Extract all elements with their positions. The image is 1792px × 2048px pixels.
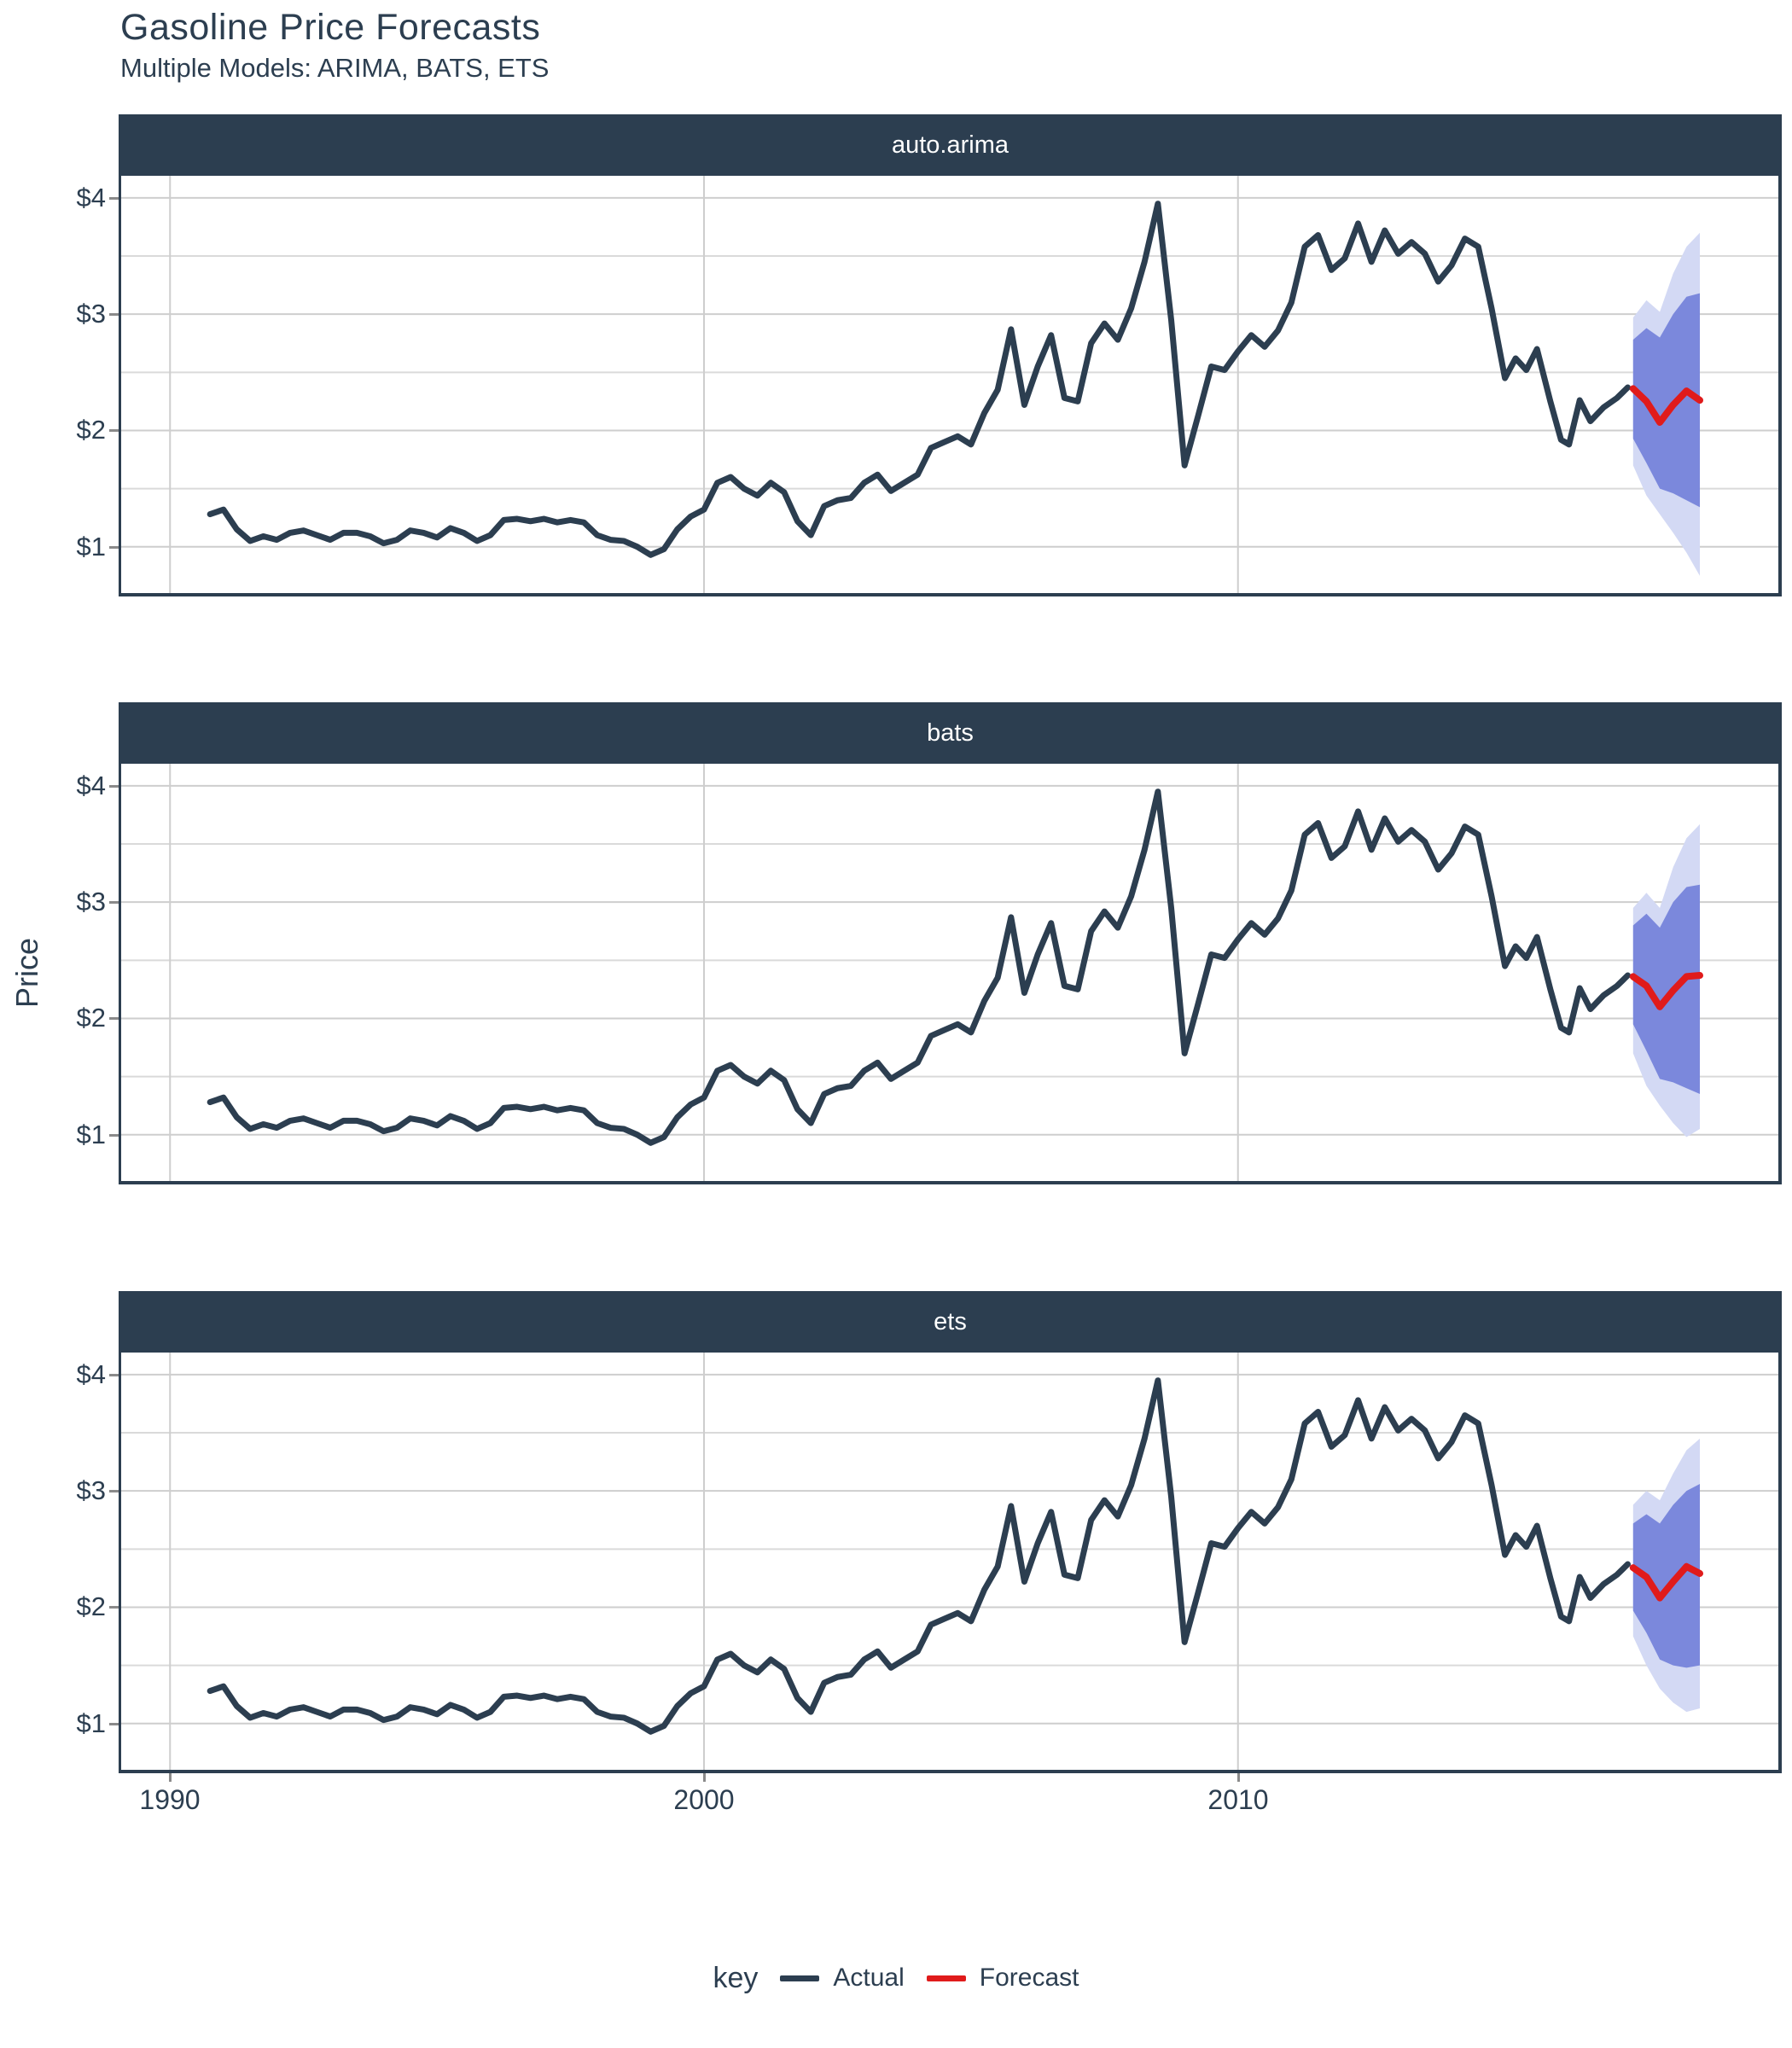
x-tick-label: 2000 xyxy=(673,1784,735,1815)
y-tick-label: $2 xyxy=(76,1591,106,1621)
y-tick-mark xyxy=(109,429,119,432)
y-tick-label: $2 xyxy=(76,1003,106,1033)
chart-title: Gasoline Price Forecasts xyxy=(120,7,541,48)
legend: key Actual Forecast xyxy=(0,1958,1792,1999)
y-tick-mark xyxy=(109,785,119,788)
y-tick-mark xyxy=(109,197,119,200)
plot-svg-bats xyxy=(121,764,1778,1181)
facet-label-ets: ets xyxy=(934,1307,967,1335)
plot-svg-auto-arima xyxy=(121,176,1778,593)
y-tick-label: $4 xyxy=(76,183,106,212)
legend-label-forecast: Forecast xyxy=(979,1964,1079,1992)
y-tick-label: $2 xyxy=(76,415,106,445)
y-tick-mark xyxy=(109,901,119,904)
plot-svg-ets xyxy=(121,1353,1778,1770)
y-tick-label: $3 xyxy=(76,1475,106,1505)
y-tick-mark xyxy=(109,1017,119,1020)
y-tick-mark xyxy=(109,546,119,549)
y-tick-label: $1 xyxy=(76,532,106,561)
facet-label-auto-arima: auto.arima xyxy=(891,131,1009,159)
facet-strip-bats: bats xyxy=(119,702,1782,764)
y-tick-label: $1 xyxy=(76,1120,106,1149)
facet-strip-auto-arima: auto.arima xyxy=(119,114,1782,176)
y-tick-label: $4 xyxy=(76,1359,106,1389)
x-tick-label: 2010 xyxy=(1207,1784,1269,1815)
x-tick-mark xyxy=(703,1773,706,1782)
y-tick-mark xyxy=(109,1723,119,1725)
legend-item-forecast: Forecast xyxy=(926,1964,1079,1993)
actual-line-swatch-icon xyxy=(780,1975,820,1981)
y-tick-mark xyxy=(109,313,119,316)
y-tick-label: $3 xyxy=(76,299,106,329)
legend-title: key xyxy=(713,1961,759,1994)
plot-panel-ets xyxy=(119,1353,1782,1773)
chart-subtitle: Multiple Models: ARIMA, BATS, ETS xyxy=(120,53,550,83)
y-tick-label: $1 xyxy=(76,1708,106,1738)
legend-label-actual: Actual xyxy=(833,1964,905,1992)
facet-strip-ets: ets xyxy=(119,1291,1782,1353)
x-tick-label: 1990 xyxy=(139,1784,201,1815)
x-tick-mark xyxy=(169,1773,172,1782)
y-tick-mark xyxy=(109,1606,119,1609)
y-tick-label: $4 xyxy=(76,771,106,800)
forecast-line-swatch-icon xyxy=(926,1975,966,1981)
y-tick-label: $3 xyxy=(76,887,106,916)
plot-panel-bats xyxy=(119,764,1782,1184)
y-tick-mark xyxy=(109,1134,119,1137)
y-tick-mark xyxy=(109,1374,119,1376)
facet-label-bats: bats xyxy=(927,719,974,747)
x-tick-mark xyxy=(1237,1773,1240,1782)
plot-panel-auto-arima xyxy=(119,176,1782,596)
legend-item-actual: Actual xyxy=(780,1964,905,1993)
y-tick-mark xyxy=(109,1490,119,1492)
